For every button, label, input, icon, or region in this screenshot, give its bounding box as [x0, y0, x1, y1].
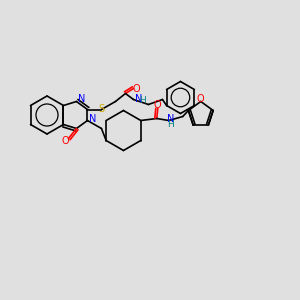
Text: N: N	[136, 94, 143, 104]
Text: N: N	[79, 94, 86, 103]
Text: H: H	[167, 120, 174, 129]
Text: N: N	[167, 113, 175, 124]
Text: H: H	[139, 96, 146, 105]
Text: N: N	[89, 115, 97, 124]
Text: O: O	[154, 100, 162, 110]
Text: O: O	[61, 136, 69, 146]
Text: S: S	[98, 104, 104, 115]
Text: O: O	[197, 94, 205, 104]
Text: O: O	[133, 83, 140, 94]
